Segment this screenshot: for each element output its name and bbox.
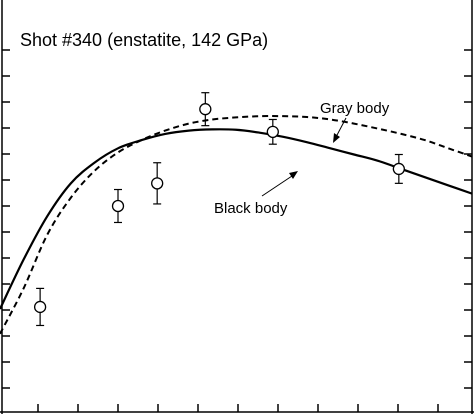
axis-ticks (2, 49, 472, 412)
black-body-label: Black body (214, 200, 288, 217)
data-point-marker (151, 177, 164, 190)
data-point (33, 287, 47, 327)
data-point (199, 92, 212, 127)
data-point-marker (392, 162, 405, 176)
data-point-marker (199, 103, 212, 116)
data-point (111, 188, 125, 224)
data-point (392, 153, 405, 184)
gray-body-pointer (335, 117, 347, 138)
black-body-curve (0, 128, 473, 310)
points-layer (33, 92, 405, 327)
data-point (266, 118, 279, 145)
data-point-marker (33, 300, 47, 314)
data-point-marker (111, 199, 125, 213)
chart-title: Shot #340 (enstatite, 142 GPa) (20, 30, 268, 50)
gray-body-curve (0, 115, 473, 335)
black-body-pointer (261, 175, 293, 197)
annotation-layer: Shot #340 (enstatite, 142 GPa) Gray body… (20, 30, 390, 217)
black-body-arrowhead (289, 171, 298, 179)
data-point-marker (266, 125, 279, 138)
gray-body-arrowhead (333, 133, 340, 143)
gray-body-label: Gray body (320, 100, 390, 117)
series-layer (0, 115, 473, 335)
data-point (151, 162, 164, 205)
